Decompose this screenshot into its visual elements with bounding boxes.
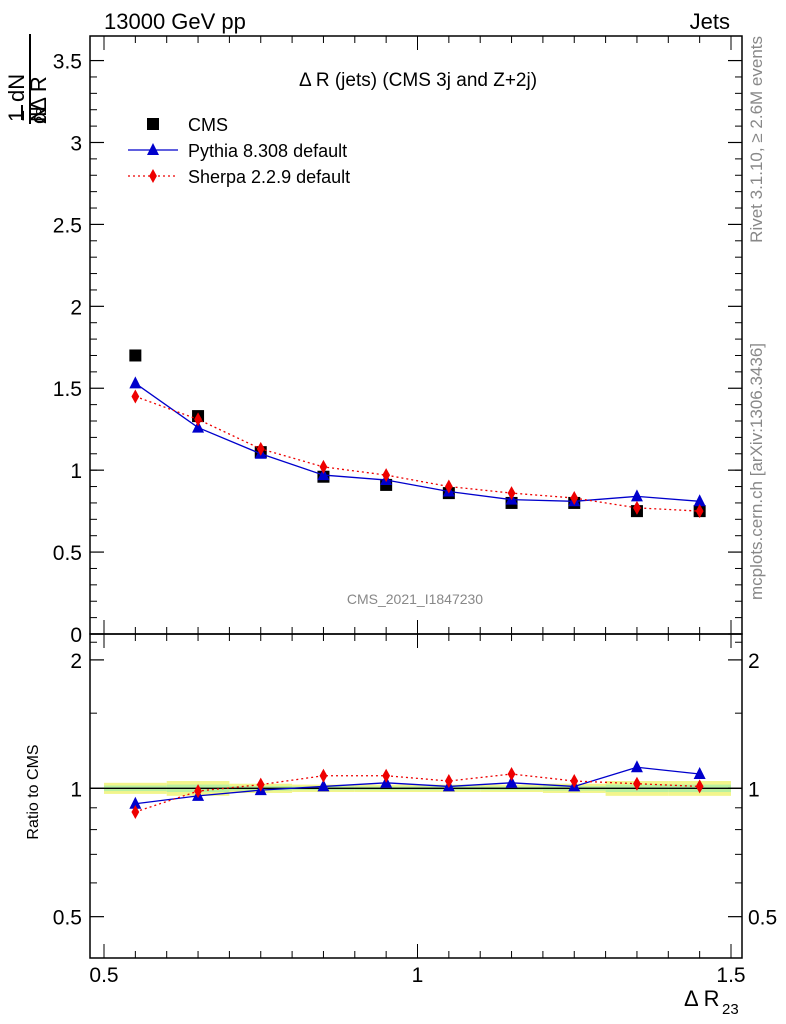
legend-entry: CMS xyxy=(147,115,228,135)
ratio-series-diamond xyxy=(131,767,704,819)
legend-entry: Sherpa 2.2.9 default xyxy=(128,167,350,187)
main-ytick-label: 1 xyxy=(70,460,82,483)
ratio-series-line xyxy=(135,766,700,805)
watermark: CMS_2021_I1847230 xyxy=(347,591,483,607)
data-point-diamond xyxy=(444,479,453,494)
data-point-diamond xyxy=(194,412,202,427)
ratio-point-diamond xyxy=(256,777,265,792)
main-ytick-label: 3.5 xyxy=(53,51,82,74)
x-axis-label: Δ R 23 xyxy=(684,986,739,1018)
ratio-point-diamond xyxy=(444,774,453,789)
rivet-label: Rivet 3.1.10, ≥ 2.6M events xyxy=(747,36,766,243)
main-ytick-label: 0 xyxy=(70,624,82,647)
ratio-ytick-label: 1 xyxy=(70,778,82,801)
data-point-diamond xyxy=(256,441,265,456)
xlabel-main: Δ R xyxy=(684,986,719,1011)
data-point-square xyxy=(129,349,142,362)
ratio-point-triangle xyxy=(505,775,518,788)
data-point-diamond xyxy=(131,389,140,404)
ratio-point-diamond xyxy=(507,767,516,782)
ratio-point-diamond xyxy=(633,776,641,791)
main-ylabel: 1 N dN dΔ R 23 xyxy=(4,34,51,124)
ratio-point-diamond xyxy=(319,768,328,783)
xtick-label: 0.5 xyxy=(89,964,118,987)
series-triangle xyxy=(129,376,706,507)
xtick-label: 1 xyxy=(412,964,424,987)
main-panel: 0 0.5 1 1.5 2 2.5 3 3.5 Δ R (jets) (CMS 3j and … xyxy=(53,35,743,647)
mcplots-label: mcplots.cern.ch [arXiv:1306.3436] xyxy=(747,343,766,600)
ratio-ytick-label-right: 0.5 xyxy=(748,907,777,930)
ratio-ytick-label-right: 2 xyxy=(748,650,760,673)
legend-label: Pythia 8.308 default xyxy=(188,141,347,161)
legend-marker-triangle xyxy=(147,143,159,155)
data-point-triangle xyxy=(129,376,142,389)
ratio-point-diamond xyxy=(570,774,579,789)
main-ytick-label: 2 xyxy=(70,296,82,319)
ratio-uncertainty-band xyxy=(90,781,742,796)
ratio-ytick-label: 0.5 xyxy=(53,907,82,930)
ratio-series-line xyxy=(135,773,700,813)
xtick-label: 1.5 xyxy=(716,964,745,987)
series-diamond xyxy=(131,389,704,519)
ratio-panel: 0.5 0.5 1 1 2 2 0.5 1 1.5 Ratio to CMS Δ R 23 xyxy=(25,633,777,1018)
main-ytick-label: 0.5 xyxy=(53,542,82,565)
main-ytick-label: 1.5 xyxy=(53,378,82,401)
ratio-ylabel: Ratio to CMS xyxy=(25,744,42,839)
ratio-ytick-label-right: 1 xyxy=(748,778,760,801)
ratio-point-diamond xyxy=(695,779,704,794)
series-line xyxy=(134,382,700,502)
ratio-ticks: 0.5 0.5 1 1 2 2 0.5 1 1.5 xyxy=(53,633,777,987)
xlabel-sub: 23 xyxy=(722,1001,739,1018)
data-point-diamond xyxy=(695,504,704,519)
main-ytick-label: 2.5 xyxy=(53,214,82,237)
data-point-triangle xyxy=(317,468,330,481)
data-point-diamond xyxy=(382,468,391,483)
ratio-point-triangle xyxy=(693,767,706,780)
legend-marker-diamond xyxy=(149,169,157,183)
legend-label: Sherpa 2.2.9 default xyxy=(188,167,350,187)
legend-label: CMS xyxy=(188,115,228,135)
legend-entry: Pythia 8.308 default xyxy=(128,141,347,161)
ylabel-sub: 23 xyxy=(33,107,50,124)
header-right: Jets xyxy=(690,9,730,34)
ratio-point-diamond xyxy=(131,804,140,819)
main-ticks: 0 0.5 1 1.5 2 2.5 3 3.5 xyxy=(53,36,742,647)
main-title: Δ R (jets) (CMS 3j and Z+2j) xyxy=(299,70,537,91)
data-point-diamond xyxy=(319,459,328,474)
main-series xyxy=(129,349,706,519)
ratio-point-triangle xyxy=(630,760,643,773)
data-point-diamond xyxy=(633,500,641,515)
data-point-triangle xyxy=(693,494,706,507)
ratio-frame xyxy=(89,633,743,959)
ratio-point-diamond xyxy=(194,784,202,799)
header-left: 13000 GeV pp xyxy=(104,9,246,34)
data-point-triangle xyxy=(192,420,205,433)
data-point-diamond xyxy=(507,486,516,501)
ratio-point-triangle xyxy=(317,779,330,792)
ratio-ytick-label: 2 xyxy=(70,650,82,673)
legend-marker-square xyxy=(147,118,159,130)
main-ytick-label: 3 xyxy=(70,132,82,155)
ratio-series xyxy=(129,760,706,819)
series-square xyxy=(129,349,706,518)
legend: CMS Pythia 8.308 default Sherpa 2.2.9 defa… xyxy=(128,115,350,187)
ratio-point-triangle xyxy=(129,796,142,809)
data-point-triangle xyxy=(630,489,643,502)
ylabel-n: N xyxy=(26,106,51,122)
ylabel-dd: dΔ R xyxy=(26,76,51,124)
series-line xyxy=(135,395,700,512)
ratio-point-diamond xyxy=(382,768,391,783)
data-point-diamond xyxy=(570,491,579,506)
ylabel-dn: dN xyxy=(4,74,29,102)
